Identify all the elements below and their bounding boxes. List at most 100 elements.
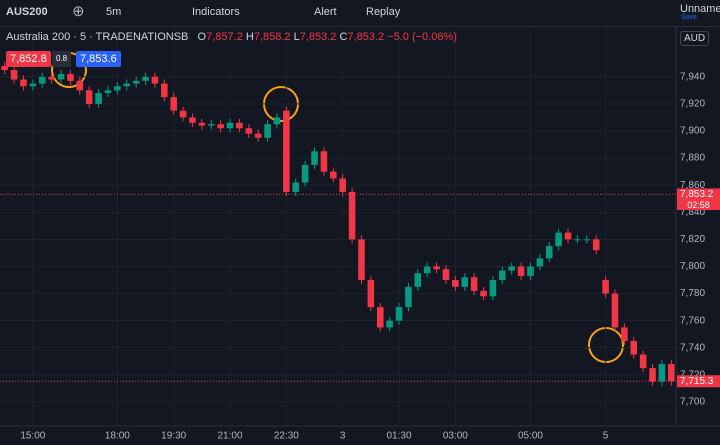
x-tick-label: 5 — [603, 431, 609, 442]
candle-body — [658, 364, 666, 382]
candle-body — [555, 232, 562, 247]
countdown: 02:58 — [677, 200, 720, 211]
y-tick-label: 7,760 — [680, 315, 705, 326]
candle-body — [574, 239, 581, 241]
candle-body — [264, 124, 271, 138]
indicators[interactable]: Indicators — [192, 6, 240, 18]
candle-body — [151, 76, 159, 84]
candle-body — [189, 117, 196, 123]
candle-body — [433, 266, 440, 270]
candle-body — [38, 76, 46, 84]
candle-body — [405, 286, 412, 308]
candle-body — [386, 320, 393, 328]
price-label-bg — [677, 375, 720, 388]
ohlc-c-label: C — [339, 31, 348, 43]
x-tick-label: 01:30 — [387, 431, 412, 442]
candle-body — [423, 266, 431, 274]
candle-body — [57, 74, 65, 80]
add-symbol[interactable]: ⊕ — [72, 3, 85, 20]
candle-body — [10, 70, 18, 80]
candle-body — [489, 280, 497, 297]
candle-body — [123, 83, 131, 87]
candle-body — [283, 110, 290, 192]
candle-body — [452, 280, 459, 287]
candle-body — [273, 117, 281, 125]
legend: Australia 200 · 5 · TRADENATIONSB O7,857… — [6, 31, 457, 43]
candle-body — [470, 277, 478, 291]
buy-button[interactable]: 7,853.6 — [76, 51, 121, 67]
candle-body — [630, 340, 638, 355]
candle-body — [217, 124, 224, 129]
candle-body — [536, 258, 544, 267]
candle-body — [85, 90, 93, 104]
candle-body — [236, 122, 243, 129]
y-tick-label: 7,900 — [680, 126, 705, 137]
ohlc-h-label: H — [245, 31, 254, 43]
candle-body — [358, 239, 365, 281]
ohlc-c: 7,853.2 — [347, 31, 385, 43]
candle-body — [545, 246, 553, 259]
price-label: 7,853.2 — [680, 189, 714, 200]
candle-body — [132, 80, 140, 84]
candle-body — [292, 182, 300, 192]
candle-body — [226, 122, 234, 129]
toolbar: AUS200 ⊕ 5m Indicators Alert Replay Unna… — [0, 0, 720, 27]
candle-body — [376, 307, 384, 328]
candle-body — [245, 128, 253, 134]
candle-body — [1, 65, 8, 71]
spread: 0.8 — [52, 51, 72, 67]
ohlc-change: −5.0 (−0.06%) — [387, 31, 457, 43]
price-label: 7,715.3 — [680, 376, 714, 387]
x-tick-label: 3 — [340, 431, 346, 442]
candle-body — [142, 76, 149, 81]
candle-body — [639, 354, 647, 369]
ohlc-o-label: O — [197, 31, 207, 43]
candle-body — [508, 266, 515, 271]
interval[interactable]: 5m — [106, 6, 122, 18]
alert[interactable]: Alert — [314, 6, 337, 18]
candle-body — [602, 280, 609, 294]
candle-body — [414, 273, 422, 287]
y-tick-label: 7,840 — [680, 207, 705, 218]
candle-body — [564, 232, 572, 240]
candle-body — [367, 280, 375, 308]
sell-button[interactable]: 7,852.8 — [6, 51, 51, 67]
x-tick-label: 21:00 — [218, 431, 243, 442]
chart: 7,940 7,920 7,900 7,880 7,860 7,840 7,820 7,800… — [0, 26, 720, 442]
x-tick-label: 22:30 — [274, 431, 299, 442]
y-tick-label: 7,920 — [680, 99, 705, 110]
candle-body — [301, 164, 309, 183]
candle-body — [480, 290, 487, 297]
y-tick-label: 7,940 — [680, 71, 705, 82]
candle-body — [67, 74, 74, 81]
candle-body — [76, 80, 84, 91]
candle-body — [170, 97, 177, 111]
x-tick-label: 19:30 — [161, 431, 186, 442]
candle-body — [611, 293, 619, 328]
candle-body — [583, 239, 591, 241]
x-tick-label: 05:00 — [518, 431, 543, 442]
legend-title: Australia 200 · 5 · TRADENATIONSB — [6, 31, 189, 43]
ohlc-h: 7,858.2 — [253, 31, 291, 43]
candle-body — [198, 122, 206, 126]
y-tick-label: 7,700 — [680, 397, 705, 408]
candle-body — [348, 191, 356, 240]
symbol[interactable]: AUS200 — [6, 6, 48, 18]
candle-body — [442, 269, 450, 281]
layout-name[interactable]: Unnamed — [680, 3, 720, 15]
ohlc-l: 7,853.2 — [299, 31, 337, 43]
candle-body — [179, 110, 187, 118]
candle-body — [527, 266, 534, 276]
candle-body — [320, 151, 328, 172]
y-tick-label: 7,740 — [680, 342, 705, 353]
y-tick-label: 7,860 — [680, 180, 705, 191]
candle-body — [339, 178, 346, 192]
candle-body — [499, 270, 506, 281]
y-tick-label: 7,800 — [680, 261, 705, 272]
replay[interactable]: Replay — [366, 6, 401, 18]
currency[interactable]: AUD — [680, 31, 710, 46]
candle-body — [207, 124, 215, 126]
ohlc-o: 7,857.2 — [206, 31, 243, 43]
candle-body — [161, 83, 168, 98]
save[interactable]: Save — [681, 14, 697, 21]
